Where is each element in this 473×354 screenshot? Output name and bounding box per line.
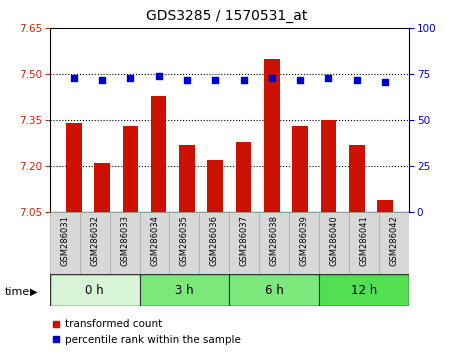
Point bbox=[70, 75, 78, 81]
Bar bbox=[208, 160, 223, 212]
Point bbox=[211, 77, 219, 83]
Point bbox=[324, 75, 332, 81]
Legend: transformed count, percentile rank within the sample: transformed count, percentile rank withi… bbox=[48, 315, 245, 349]
Bar bbox=[140, 212, 169, 274]
Text: GSM286037: GSM286037 bbox=[240, 216, 249, 267]
Text: 3 h: 3 h bbox=[175, 284, 194, 297]
Bar bbox=[66, 124, 81, 212]
Bar bbox=[169, 212, 200, 274]
Text: GSM286041: GSM286041 bbox=[359, 216, 369, 266]
Bar bbox=[349, 212, 379, 274]
Point bbox=[240, 77, 247, 83]
Text: 0 h: 0 h bbox=[85, 284, 104, 297]
Bar bbox=[151, 96, 166, 212]
Bar bbox=[236, 142, 251, 212]
Text: GSM286035: GSM286035 bbox=[180, 216, 189, 266]
Text: GSM286032: GSM286032 bbox=[90, 216, 99, 266]
Point bbox=[155, 73, 162, 79]
Bar bbox=[229, 274, 319, 306]
Bar bbox=[110, 212, 140, 274]
Bar bbox=[50, 212, 79, 274]
Text: GSM286034: GSM286034 bbox=[150, 216, 159, 266]
Bar bbox=[94, 163, 110, 212]
Text: GSM286036: GSM286036 bbox=[210, 216, 219, 267]
Text: GSM286039: GSM286039 bbox=[300, 216, 309, 266]
Bar bbox=[379, 212, 409, 274]
Bar bbox=[229, 212, 259, 274]
Bar bbox=[292, 126, 308, 212]
Text: GSM286033: GSM286033 bbox=[120, 216, 129, 267]
Text: GSM286042: GSM286042 bbox=[390, 216, 399, 266]
Text: GSM286040: GSM286040 bbox=[330, 216, 339, 266]
Bar bbox=[289, 212, 319, 274]
Point bbox=[98, 77, 106, 83]
Bar bbox=[259, 212, 289, 274]
Bar bbox=[200, 212, 229, 274]
Bar bbox=[264, 59, 280, 212]
Text: 12 h: 12 h bbox=[351, 284, 377, 297]
Bar bbox=[321, 120, 336, 212]
Bar bbox=[123, 126, 138, 212]
Point bbox=[297, 77, 304, 83]
Point bbox=[183, 77, 191, 83]
Text: ▶: ▶ bbox=[30, 287, 37, 297]
Bar bbox=[50, 274, 140, 306]
Bar bbox=[377, 200, 393, 212]
Point bbox=[381, 79, 389, 85]
Point bbox=[127, 75, 134, 81]
Text: GSM286038: GSM286038 bbox=[270, 216, 279, 267]
Bar bbox=[319, 212, 349, 274]
Text: GSM286031: GSM286031 bbox=[60, 216, 69, 266]
Text: time: time bbox=[5, 287, 30, 297]
Bar bbox=[179, 145, 195, 212]
Bar bbox=[140, 274, 229, 306]
Bar bbox=[319, 274, 409, 306]
Text: GDS3285 / 1570531_at: GDS3285 / 1570531_at bbox=[146, 9, 308, 23]
Point bbox=[268, 75, 276, 81]
Bar bbox=[79, 212, 110, 274]
Bar bbox=[349, 145, 365, 212]
Text: 6 h: 6 h bbox=[265, 284, 284, 297]
Point bbox=[353, 77, 360, 83]
